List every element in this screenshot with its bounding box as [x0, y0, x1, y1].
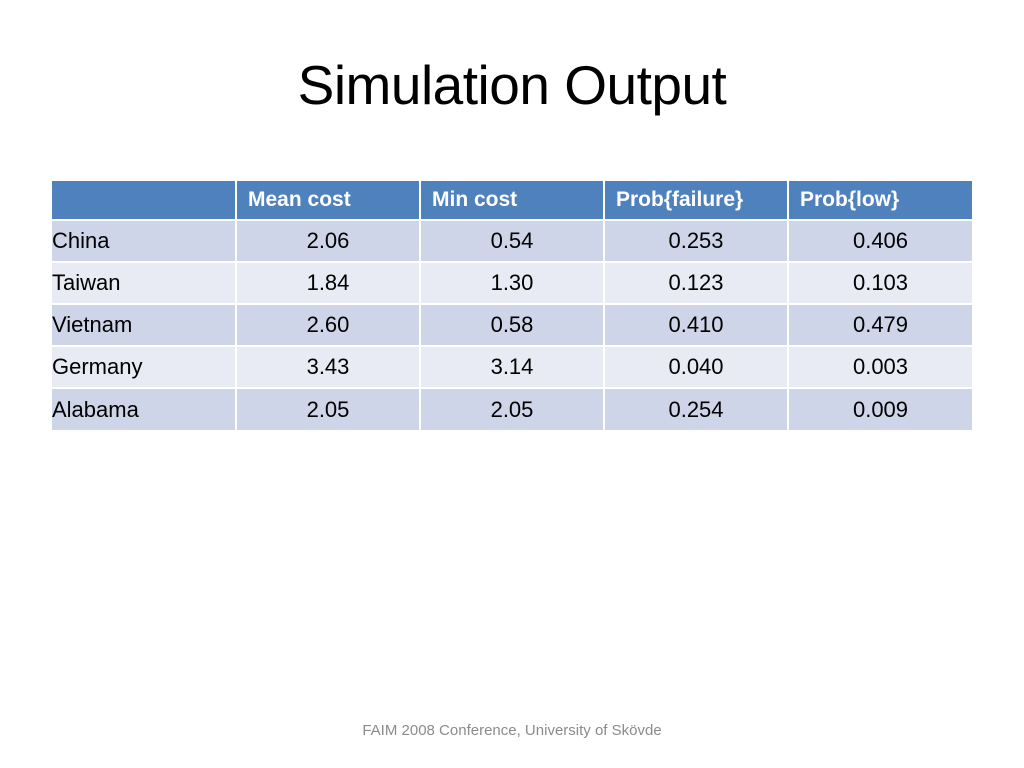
value-cell: 0.123 — [604, 262, 789, 305]
value-cell: 0.406 — [788, 220, 972, 263]
value-cell: 2.06 — [236, 220, 421, 263]
table-row-china: China 2.06 0.54 0.253 0.406 — [52, 220, 972, 263]
value-cell: 1.84 — [236, 262, 421, 305]
value-cell: 0.253 — [604, 220, 789, 263]
slide-footer: FAIM 2008 Conference, University of Sköv… — [362, 722, 662, 739]
value-cell: 3.43 — [236, 346, 421, 389]
table-row-vietnam: Vietnam 2.60 0.58 0.410 0.479 — [52, 304, 972, 347]
value-cell: 0.254 — [604, 388, 789, 430]
row-label: Germany — [52, 346, 237, 389]
value-cell: 0.479 — [788, 304, 972, 347]
value-cell: 0.54 — [420, 220, 605, 263]
table-row-alabama: Alabama 2.05 2.05 0.254 0.009 — [52, 388, 972, 430]
value-cell: 0.410 — [604, 304, 789, 347]
column-header-blank — [52, 181, 237, 221]
column-header-min-cost: Min cost — [420, 181, 605, 221]
row-label: Taiwan — [52, 262, 237, 305]
value-cell: 2.05 — [420, 388, 605, 430]
value-cell: 0.003 — [788, 346, 972, 389]
row-label: Vietnam — [52, 304, 237, 347]
value-cell: 0.040 — [604, 346, 789, 389]
table-row-taiwan: Taiwan 1.84 1.30 0.123 0.103 — [52, 262, 972, 305]
simulation-results-table: Mean cost Min cost Prob{failure} Prob{lo… — [52, 181, 972, 430]
row-label: China — [52, 220, 237, 263]
value-cell: 0.58 — [420, 304, 605, 347]
value-cell: 2.05 — [236, 388, 421, 430]
value-cell: 1.30 — [420, 262, 605, 305]
slide-title: Simulation Output — [297, 54, 727, 116]
value-cell: 2.60 — [236, 304, 421, 347]
value-cell: 0.009 — [788, 388, 972, 430]
column-header-mean-cost: Mean cost — [236, 181, 421, 221]
value-cell: 3.14 — [420, 346, 605, 389]
table-row-germany: Germany 3.43 3.14 0.040 0.003 — [52, 346, 972, 389]
table-header-row: Mean cost Min cost Prob{failure} Prob{lo… — [52, 181, 972, 221]
column-header-prob-low: Prob{low} — [788, 181, 972, 221]
column-header-prob-failure: Prob{failure} — [604, 181, 789, 221]
value-cell: 0.103 — [788, 262, 972, 305]
row-label: Alabama — [52, 388, 237, 430]
